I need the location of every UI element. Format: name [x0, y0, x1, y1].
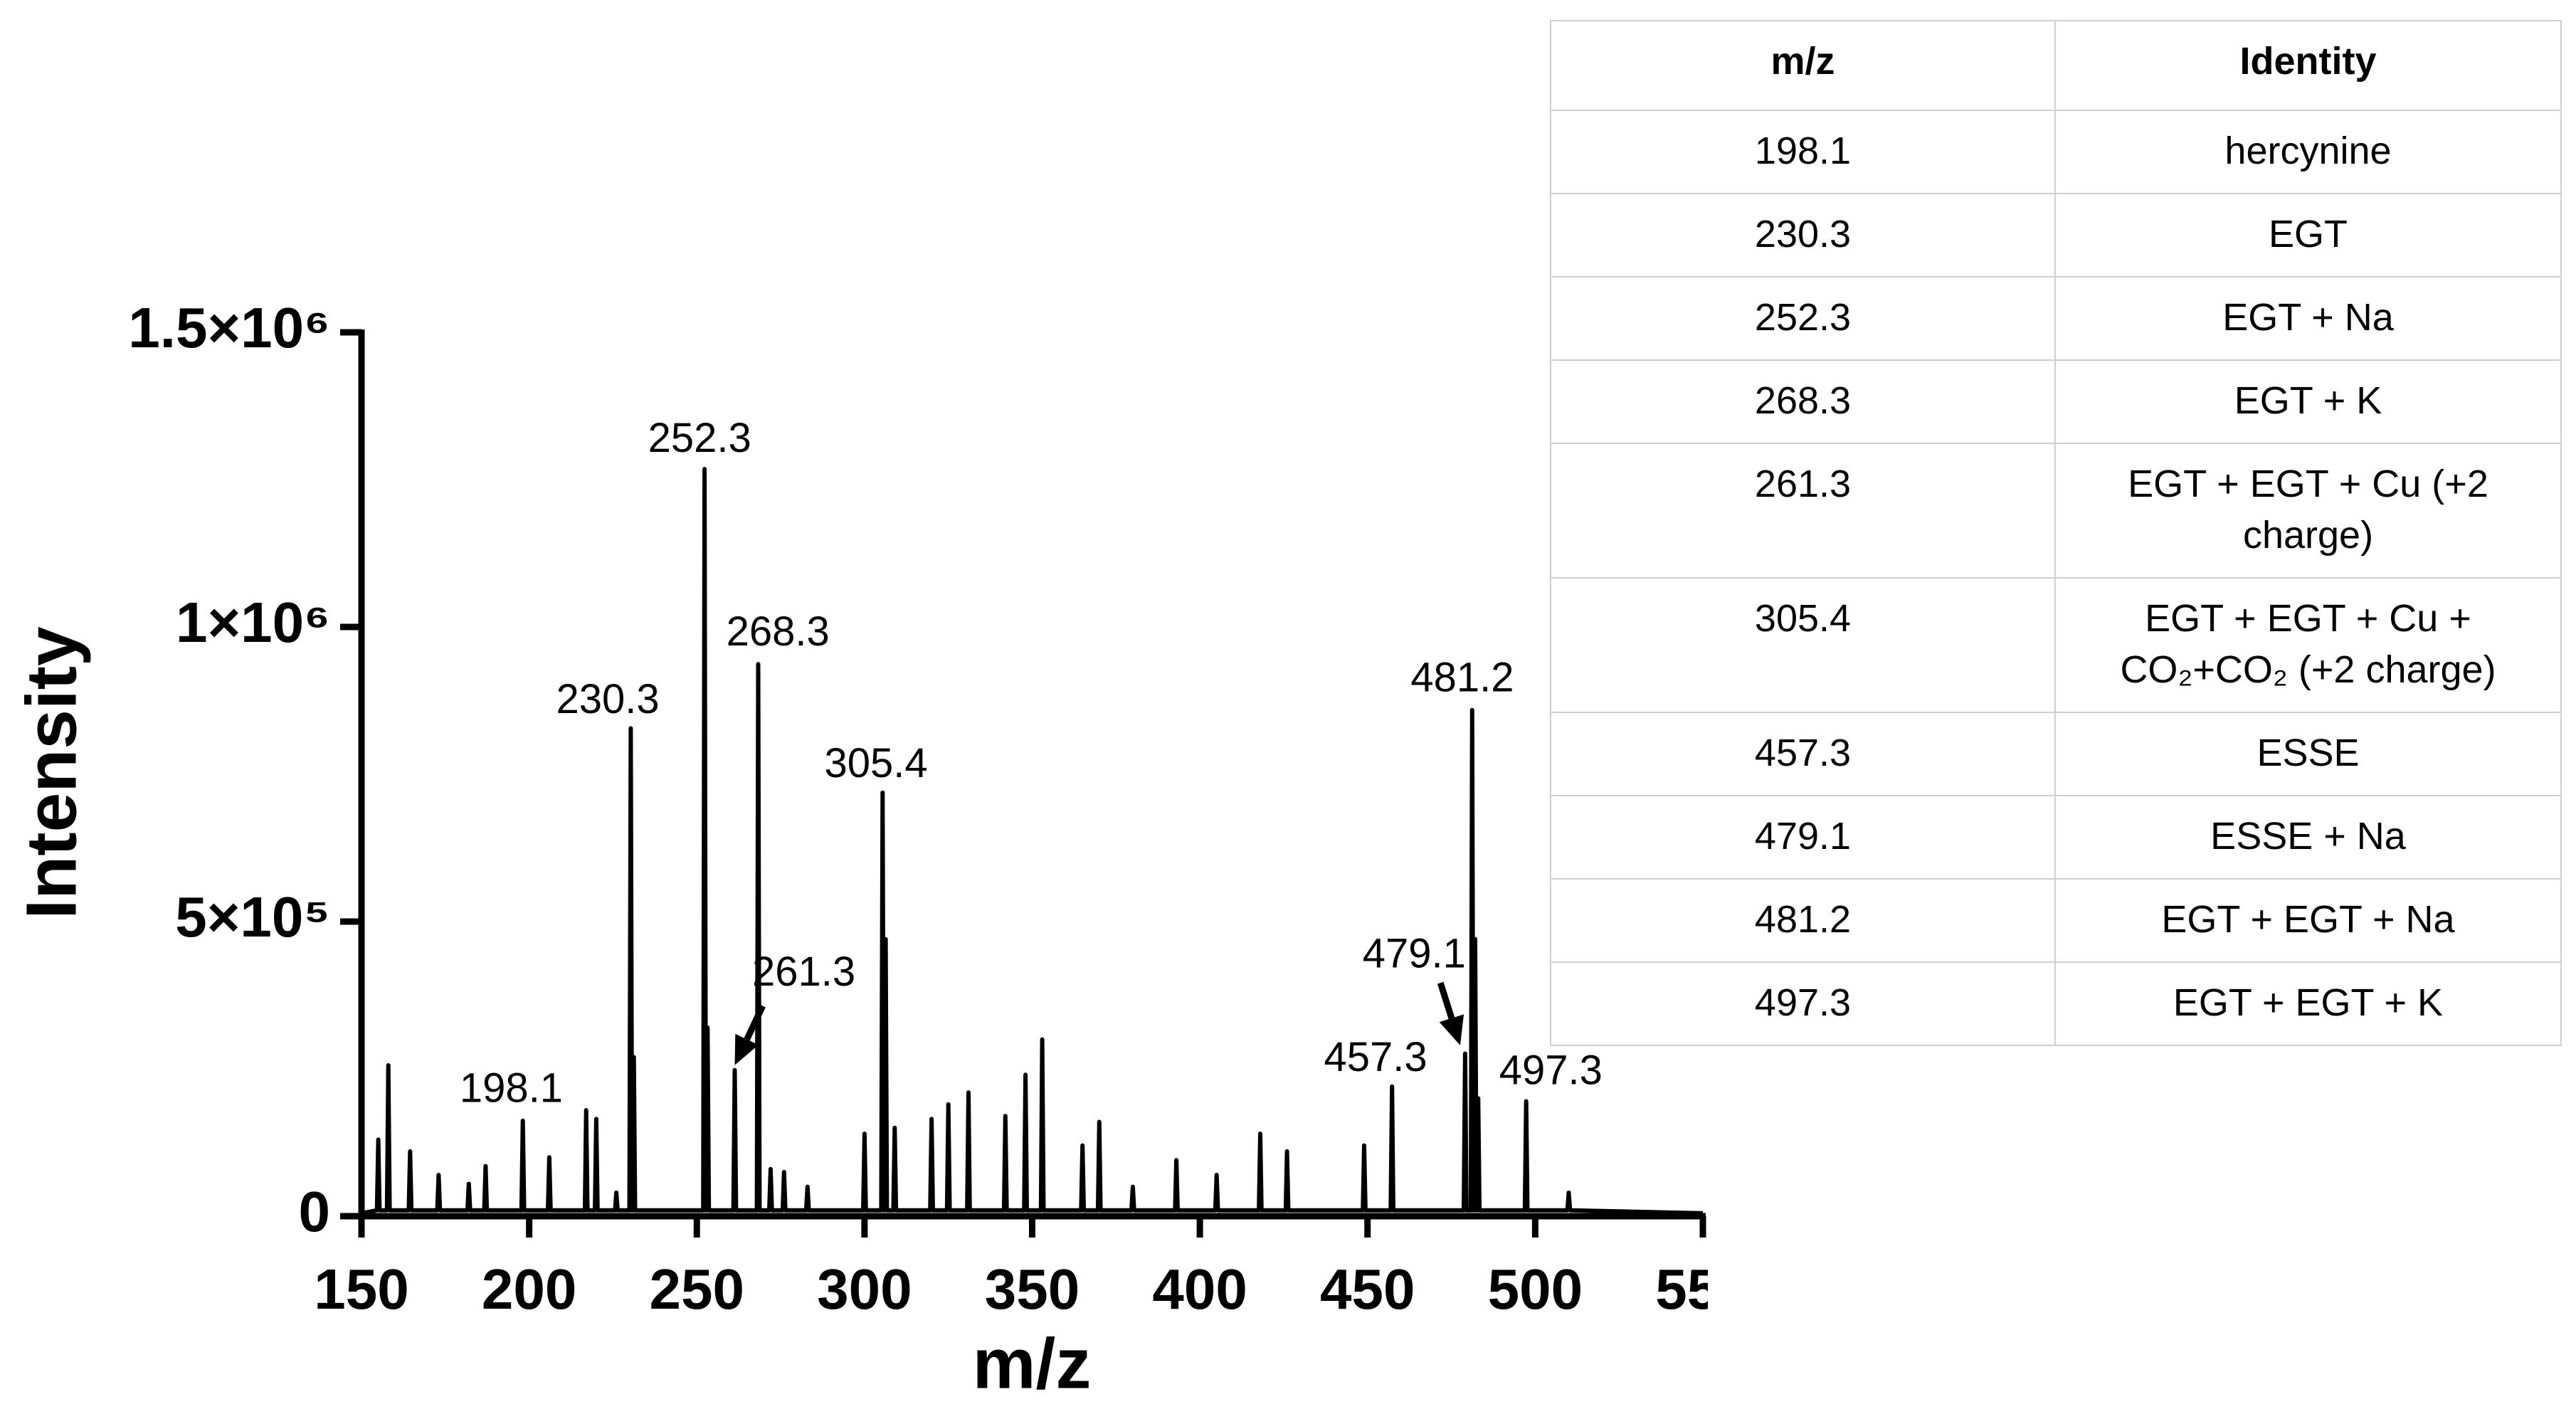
peak-label: 479.1 — [1363, 931, 1466, 977]
table-cell: EGT + EGT + Cu + CO₂+CO₂ (+2 charge) — [2054, 577, 2562, 713]
arrow-shaft — [744, 1004, 766, 1041]
peak-label: 230.3 — [556, 676, 659, 722]
x-tick-label: 550 — [1655, 1257, 1708, 1321]
table-row: 479.1 ESSE + Na — [1550, 795, 2562, 880]
table-row: 457.3 ESSE — [1550, 712, 2562, 796]
peak-label: 457.3 — [1324, 1034, 1427, 1080]
table-cell: 479.1 — [1550, 795, 2056, 880]
chart: m/z Intensity 0 5×10⁵ 1×10⁶ 1.5×10⁶ 150 200 25… — [11, 296, 1708, 1403]
x-tick-label: 250 — [650, 1257, 744, 1321]
table-cell: EGT + EGT + Cu (+2 charge) — [2054, 443, 2562, 579]
peak-label: 252.3 — [648, 415, 751, 461]
table-row: 268.3 EGT + K — [1550, 359, 2562, 444]
table-cell: ESSE — [2054, 712, 2562, 796]
table-cell: EGT + EGT + K — [2054, 961, 2562, 1046]
table-cell: 261.3 — [1550, 443, 2056, 579]
table-cell: EGT + EGT + Na — [2054, 878, 2562, 963]
table-row: 252.3 EGT + Na — [1550, 276, 2562, 361]
table-cell: 481.2 — [1550, 878, 2056, 963]
table-row: 198.1 hercynine — [1550, 110, 2562, 194]
header-row: m/z Identity — [1550, 20, 2562, 111]
peak-label: 481.2 — [1410, 654, 1514, 700]
x-tick-label: 350 — [985, 1257, 1080, 1321]
x-tick-label: 300 — [817, 1257, 912, 1321]
table-cell: ESSE + Na — [2054, 795, 2562, 880]
table-cell: EGT — [2054, 193, 2562, 278]
table-cell: 305.4 — [1550, 577, 2056, 713]
x-tick-label: 150 — [314, 1257, 408, 1321]
arrow-head — [1439, 1014, 1464, 1045]
y-tick-label: 5×10⁵ — [175, 885, 330, 949]
header-cell: m/z — [1550, 20, 2056, 111]
x-tick-label: 400 — [1152, 1257, 1247, 1321]
y-tick-label: 1.5×10⁶ — [128, 296, 330, 359]
table-cell: EGT + K — [2054, 359, 2562, 444]
arrow-head — [734, 1033, 759, 1065]
spectrum-line — [361, 467, 1704, 1215]
table-cell: 497.3 — [1550, 961, 2056, 1046]
x-tick-label: 500 — [1488, 1257, 1583, 1321]
table-row: 305.4 EGT + EGT + Cu + CO₂+CO₂ (+2 charge… — [1550, 577, 2562, 713]
x-axis-label: m/z — [973, 1324, 1092, 1403]
peak-label: 305.4 — [825, 740, 928, 786]
y-tick-label: 1×10⁶ — [176, 591, 330, 654]
table-cell: 230.3 — [1550, 193, 2056, 278]
table-cell: 198.1 — [1550, 110, 2056, 194]
y-tick-label: 0 — [299, 1180, 331, 1243]
table-cell: EGT + Na — [2054, 276, 2562, 361]
peak-label: 497.3 — [1499, 1048, 1603, 1094]
table-row: 261.3 EGT + EGT + Cu (+2 charge) — [1550, 443, 2562, 579]
peak-label: 261.3 — [752, 949, 855, 995]
header-cell: Identity — [2054, 20, 2562, 111]
table-row: 230.3 EGT — [1550, 193, 2562, 278]
arrow-shaft — [1437, 981, 1455, 1020]
x-tick-label: 200 — [482, 1257, 576, 1321]
table-row: 497.3 EGT + EGT + K — [1550, 961, 2562, 1046]
table-row: 481.2 EGT + EGT + Na — [1550, 878, 2562, 963]
y-axis-label: Intensity — [11, 626, 91, 919]
table-cell: hercynine — [2054, 110, 2562, 194]
peak-label: 198.1 — [460, 1065, 563, 1112]
table-cell: 268.3 — [1550, 359, 2056, 444]
x-tick-label: 450 — [1320, 1257, 1415, 1321]
table-cell: 457.3 — [1550, 712, 2056, 796]
peak-label: 268.3 — [727, 608, 830, 655]
identity-table: m/z Identity 198.1 hercynine 230.3 EGT 252.3 EG… — [1550, 20, 2562, 1046]
table-cell: 252.3 — [1550, 276, 2056, 361]
